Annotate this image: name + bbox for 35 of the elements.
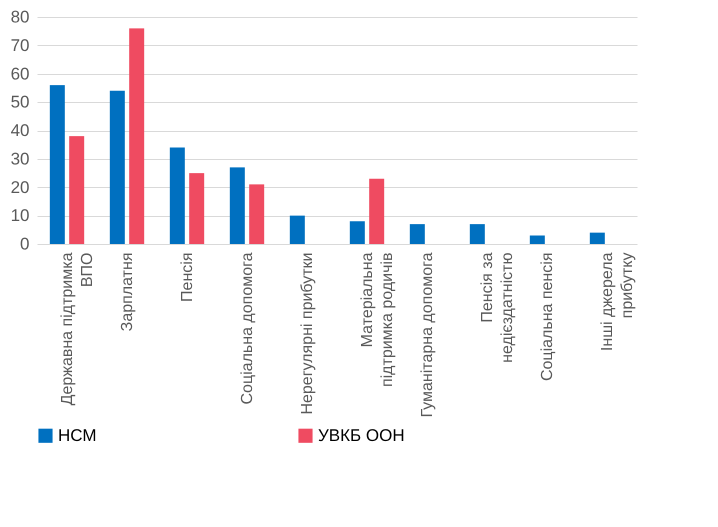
y-tick-label: 40 bbox=[10, 121, 30, 140]
x-tick-label: Соціальна пенсія bbox=[539, 252, 556, 382]
bar bbox=[230, 167, 245, 244]
y-tick-label: 50 bbox=[10, 92, 30, 112]
y-tick-label: 20 bbox=[10, 178, 30, 197]
bar bbox=[290, 216, 305, 244]
bar bbox=[69, 136, 84, 244]
bar bbox=[189, 173, 204, 244]
legend-label: УВКБ ООН bbox=[318, 426, 405, 445]
bar bbox=[590, 232, 605, 244]
y-tick-label: 10 bbox=[10, 206, 30, 226]
x-tick-label: Гуманітарна допомога bbox=[419, 252, 436, 418]
bar bbox=[170, 148, 185, 244]
y-tick-label: 80 bbox=[10, 8, 30, 26]
x-tick-label: Зарплатня bbox=[119, 252, 136, 332]
bar bbox=[110, 90, 125, 244]
x-tick-label: Соціальна допомога bbox=[239, 252, 256, 404]
x-tick-label: Пенсія bbox=[179, 252, 196, 302]
bar bbox=[50, 85, 65, 244]
bar bbox=[530, 235, 545, 244]
legend-label: НСМ bbox=[58, 426, 97, 445]
x-tick-label: Державна підтримка ВПО bbox=[59, 252, 96, 406]
bar bbox=[350, 221, 365, 244]
x-tick-label: Матеріальна підтримка родичів bbox=[359, 252, 396, 388]
y-tick-label: 30 bbox=[10, 149, 30, 168]
x-tick-label: Інші джерела прибутку bbox=[599, 252, 636, 352]
bar bbox=[129, 28, 144, 244]
y-tick-label: 60 bbox=[10, 64, 30, 84]
bar bbox=[249, 184, 264, 244]
bar bbox=[470, 224, 485, 244]
y-tick-label: 70 bbox=[10, 36, 30, 55]
x-tick-label: Нерегулярні прибутки bbox=[299, 252, 316, 415]
bar bbox=[410, 224, 425, 244]
y-tick-label: 0 bbox=[20, 234, 30, 254]
bar bbox=[369, 178, 384, 244]
